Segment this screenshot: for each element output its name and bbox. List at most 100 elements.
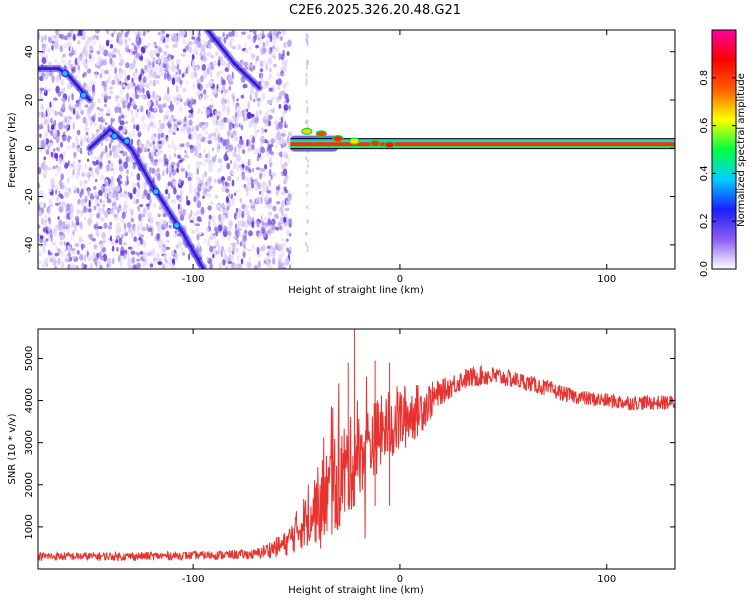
noise-speck [64,116,68,123]
noise-speck [232,130,235,136]
noise-speck [148,142,153,148]
noise-speck [281,56,284,60]
noise-speck [89,195,95,200]
noise-speck [166,62,170,70]
noise-speck [172,118,177,122]
noise-speck [286,247,289,252]
noise-speck [67,263,71,269]
noise-speck [129,192,133,200]
noise-speck [163,50,168,56]
noise-speck [136,173,141,181]
noise-speck [77,105,82,111]
noise-speck [41,72,45,80]
noise-speck [100,207,103,212]
noise-speck [110,235,112,242]
noise-speck [136,238,141,247]
noise-speck [163,244,166,248]
noise-speck [198,121,203,128]
noise-speck [193,187,198,194]
noise-speck [252,65,256,70]
noise-speck [84,104,89,108]
noise-speck [305,78,308,83]
noise-speck [256,129,260,133]
figure-title: C2E6.2025.326.20.48.G21 [289,3,461,18]
noise-speck [125,113,128,118]
noise-speck [217,61,221,67]
noise-speck [201,179,204,186]
noise-speck [247,34,252,40]
noise-speck [226,256,231,264]
noise-speck [305,191,308,196]
noise-speck [121,128,127,133]
noise-speck [196,181,200,190]
noise-speck [267,211,271,219]
noise-speck [105,39,110,47]
noise-speck [262,47,267,54]
noise-speck [281,262,286,267]
noise-speck [108,225,112,230]
noise-speck [259,172,263,180]
noise-speck [100,256,105,261]
noise-speck [282,49,285,57]
noise-speck [111,79,116,85]
noise-speck [233,192,237,197]
noise-speck [205,227,210,234]
noise-speck [131,231,134,239]
noise-speck [140,143,144,149]
noise-speck [215,110,218,119]
noise-speck [175,101,180,105]
noise-speck [261,182,267,190]
noise-speck [192,216,195,220]
noise-speck [155,151,160,156]
noise-speck [120,114,125,119]
noise-speck [39,87,45,92]
noise-speck [284,59,289,65]
noise-speck [163,153,167,161]
noise-speck [201,126,206,131]
noise-speck [105,79,109,85]
noise-speck [92,252,96,260]
noise-speck [223,89,229,94]
noise-speck [140,78,144,87]
noise-speck [143,207,147,215]
noise-speck [236,239,239,245]
noise-speck [104,137,109,142]
noise-speck [202,162,206,167]
noise-speck [270,175,273,180]
noise-speck [127,246,133,250]
noise-speck [256,100,261,108]
noise-speck [120,59,125,65]
noise-speck [160,54,165,61]
noise-speck [147,42,151,47]
noise-speck [195,124,200,132]
noise-speck [101,142,104,147]
noise-speck [168,224,172,229]
noise-speck [235,215,238,219]
noise-speck [105,166,109,172]
noise-speck [254,122,257,129]
noise-speck [257,218,260,222]
noise-speck [86,108,92,114]
noise-speck [283,104,289,111]
noise-speck [48,204,53,208]
noise-speck [262,189,266,193]
noise-speck [107,160,111,165]
noise-speck [166,70,170,79]
noise-speck [222,208,228,214]
noise-speck [189,219,194,223]
noise-speck [229,131,234,136]
noise-speck [97,117,101,122]
noise-speck [101,126,105,131]
noise-speck [208,185,213,190]
noise-speck [93,244,98,250]
noise-speck [76,113,79,120]
noise-speck [268,48,271,56]
noise-speck [143,144,149,152]
noise-speck [46,88,52,92]
noise-speck [142,87,145,94]
noise-speck [118,71,123,80]
noise-speck [232,123,235,129]
ridge-spot [173,222,181,229]
noise-speck [114,98,119,103]
noise-speck [289,232,292,237]
